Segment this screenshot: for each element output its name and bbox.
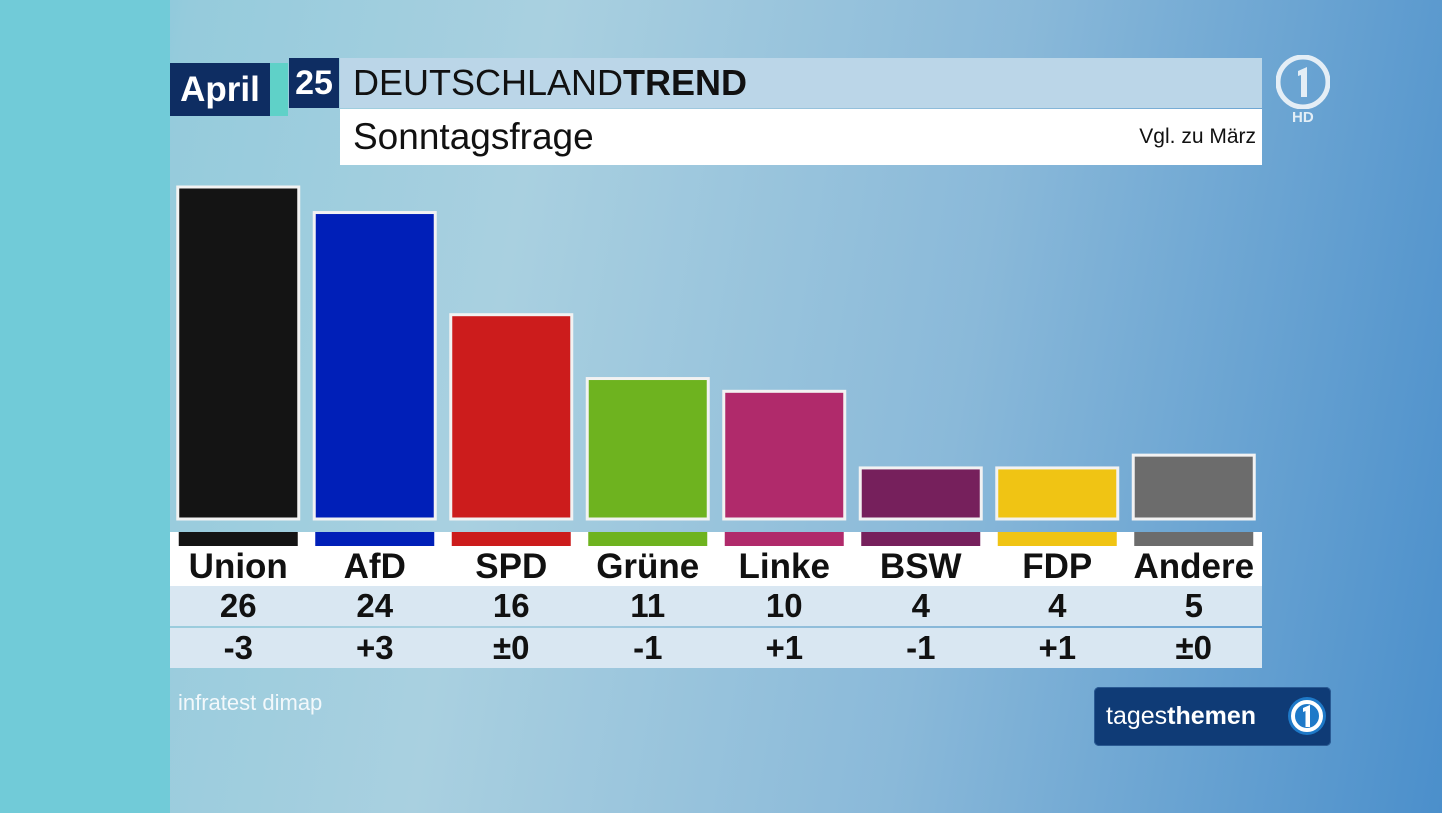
change-label: +1 (1038, 629, 1076, 666)
color-strip-andere (1134, 532, 1254, 546)
bar-spd (449, 313, 574, 521)
subtitle-bar: Sonntagsfrage Vgl. zu März (340, 109, 1262, 165)
ard-1-circle-icon (1288, 697, 1326, 735)
color-strip-union (178, 532, 298, 546)
color-strip-afd (315, 532, 435, 546)
value-label: 4 (1048, 587, 1067, 624)
month-badge-accent (270, 63, 288, 116)
category-label: FDP (1022, 547, 1092, 586)
color-strip-linke (724, 532, 844, 546)
value-label: 11 (630, 587, 665, 624)
day-badge: 25 (289, 58, 339, 108)
color-strip-grüne (588, 532, 708, 546)
tagesthemen-wordmark: tagesthemen (1106, 687, 1256, 746)
change-label: -1 (906, 629, 935, 666)
tagesthemen-light: tages (1106, 702, 1168, 730)
category-label: Grüne (596, 547, 699, 586)
title-light: DEUTSCHLAND (353, 62, 624, 103)
tagesthemen-bold: themen (1167, 702, 1257, 730)
bar-afd (312, 211, 437, 521)
category-label: Union (189, 547, 288, 586)
comparison-note: Vgl. zu März (1139, 125, 1256, 148)
value-label: 24 (356, 587, 393, 624)
value-label: 16 (493, 587, 530, 624)
hd-label: HD (1292, 109, 1314, 126)
change-row-background (170, 628, 1262, 668)
bar-grüne (585, 377, 710, 521)
category-label: Andere (1133, 547, 1254, 586)
bar-fdp (995, 466, 1120, 521)
bar-union (176, 185, 301, 521)
change-label: ±0 (1176, 629, 1212, 666)
color-strip-spd (451, 532, 571, 546)
background-left-panel (0, 0, 170, 813)
category-label: AfD (344, 547, 406, 586)
change-label: ±0 (493, 629, 529, 666)
month-badge: April (170, 63, 270, 116)
value-label: 5 (1185, 587, 1203, 624)
change-label: +3 (356, 629, 394, 666)
tagesthemen-logo: tagesthemen (1094, 687, 1331, 746)
chart-subtitle: Sonntagsfrage (353, 116, 594, 157)
value-row-background (170, 586, 1262, 626)
bar-bsw (858, 466, 983, 521)
color-strip-fdp (997, 532, 1117, 546)
change-label: +1 (765, 629, 803, 666)
bar-andere (1131, 453, 1256, 521)
category-label: BSW (880, 547, 962, 586)
category-label: Linke (739, 547, 830, 586)
category-label: SPD (475, 547, 547, 586)
source-label: infratest dimap (178, 690, 323, 715)
change-label: -1 (633, 629, 662, 666)
color-strip-bsw (861, 532, 981, 546)
title-bar: DEUTSCHLANDTREND (340, 58, 1262, 108)
value-label: 26 (220, 587, 257, 624)
title-bold: TREND (623, 62, 748, 103)
ard-1-logo-icon (1276, 55, 1330, 109)
bar-linke (722, 389, 847, 521)
change-label: -3 (224, 629, 253, 666)
value-label: 4 (912, 587, 931, 624)
value-label: 10 (766, 587, 803, 624)
